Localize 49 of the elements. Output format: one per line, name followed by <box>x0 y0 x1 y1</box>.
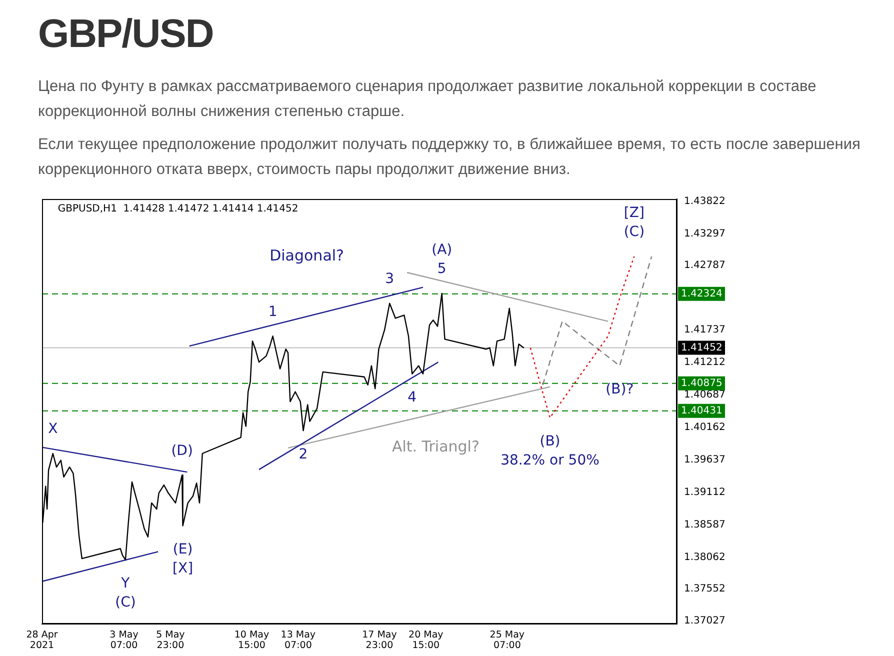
chart-subtitle: Цена по Фунту в рамках рассматриваемого сценария продолжает развитие локальной коррекции в составе коррекционной волны снижения степенью старше. <box>38 77 818 122</box>
x-tick-label: 5 May 23:00 <box>156 630 186 652</box>
annotation: (E) <box>172 541 193 558</box>
annotation: 1 <box>268 304 278 320</box>
x-tick-label: 13 May 07:00 <box>280 630 316 652</box>
annotation: (B)? <box>606 381 634 398</box>
y-tick-label: 1.40162 <box>684 422 726 434</box>
annotation: Y <box>120 575 130 592</box>
annotation: (C) <box>624 224 645 240</box>
annotation: Diagonal? <box>270 246 344 265</box>
annotation: [X] <box>172 560 194 576</box>
x-tick-label: 10 May 15:00 <box>234 630 270 652</box>
y-tick-label: 1.38062 <box>684 552 726 563</box>
annotation: 4 <box>408 389 417 406</box>
y-tick-label: 1.37552 <box>684 583 726 594</box>
annotation: 3 <box>385 271 394 288</box>
annotation: Alt. Triangl? <box>392 437 480 456</box>
y-tick-label: 1.37027 <box>684 616 726 627</box>
annotation: (B) <box>540 433 560 450</box>
text: Если текущее предположение продолжит получать поддержку то, в ближайшее время, то есть после завершения коррекционного отката вверх, стоимость пары продолжит движение вниз. <box>38 135 862 180</box>
x-tick-label: 17 May 23:00 <box>362 630 398 652</box>
x-tick-label: 28 Apr 2021 <box>26 630 58 652</box>
annotation: (D) <box>171 442 193 459</box>
chart-title: GBP/USD <box>38 12 214 57</box>
x-tick-label: 20 May 15:00 <box>408 630 444 652</box>
annotation: 5 <box>437 261 446 278</box>
annotation: (C) <box>115 594 136 610</box>
y-tick-label: 1.41737 <box>684 324 726 336</box>
x-tick-label: 3 May 07:00 <box>110 630 139 652</box>
y-tick-label: 1.43297 <box>684 228 726 240</box>
ref-line-label: 1.41452 <box>681 342 722 354</box>
ref-line-label: 1.40875 <box>681 378 722 389</box>
annotation: 38.2% or 50% <box>500 452 600 468</box>
annotation: GBPUSD,H1 1.41428 1.41472 1.41414 1.41452 <box>58 204 298 215</box>
y-tick-label: 1.40687 <box>684 390 726 401</box>
y-tick-label: 1.41212 <box>684 357 726 368</box>
line-series <box>530 256 635 418</box>
annotation: (A) <box>432 242 452 258</box>
x-tick-label: 25 May 07:00 <box>490 630 525 652</box>
annotation: 2 <box>298 446 308 462</box>
ref-line-label: 1.40431 <box>681 405 722 416</box>
ref-line-label: 1.42324 <box>681 288 722 300</box>
y-tick-label: 1.43822 <box>684 196 726 207</box>
annotation: [Z] <box>624 205 644 222</box>
y-tick-label: 1.39112 <box>684 486 726 498</box>
annotation: X <box>48 421 58 438</box>
y-tick-label: 1.38587 <box>684 519 726 530</box>
y-tick-label: 1.42787 <box>684 260 726 271</box>
y-tick-label: 1.39637 <box>684 454 726 466</box>
